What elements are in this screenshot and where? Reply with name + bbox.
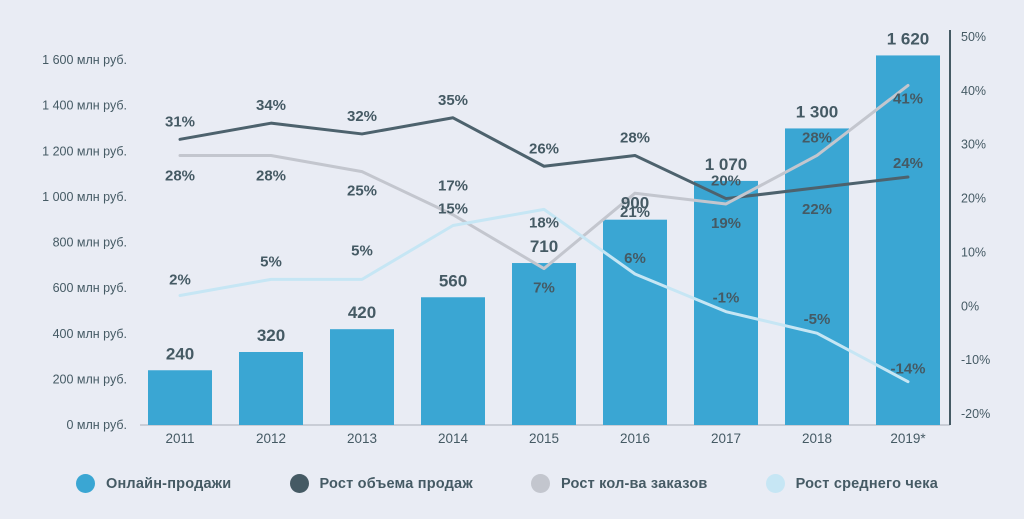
- left-axis-tick: 1 200 млн руб.: [42, 144, 127, 158]
- left-axis-tick: 600 млн руб.: [53, 281, 127, 295]
- x-axis-label: 2017: [711, 431, 741, 446]
- point-label: 24%: [893, 155, 923, 172]
- point-label: 20%: [711, 173, 741, 190]
- legend-dot-online-sales: [76, 474, 95, 493]
- bar-label: 1 300: [796, 102, 839, 121]
- legend-label-avg-check-growth: Рост среднего чека: [795, 475, 938, 492]
- bar-label: 1 070: [705, 155, 748, 174]
- point-label: 35%: [438, 92, 468, 109]
- legend-dot-orders-growth: [530, 474, 550, 493]
- point-label: 6%: [624, 250, 646, 267]
- line-series-1: [178, 83, 910, 271]
- bar-2013: [330, 329, 394, 425]
- x-axis-label: 2015: [529, 431, 559, 446]
- point-label: 31%: [165, 113, 195, 130]
- legend-item-sales-growth: Рост объема продаж: [289, 474, 473, 493]
- bar-label: 710: [530, 237, 558, 256]
- point-label: 34%: [256, 97, 286, 114]
- point-label: 28%: [165, 167, 195, 184]
- x-axis-label: 2011: [165, 431, 194, 446]
- bar-label: 240: [166, 344, 194, 363]
- x-axis-label: 2016: [620, 431, 650, 446]
- left-axis-tick: 200 млн руб.: [53, 372, 127, 386]
- bar-2011: [148, 370, 212, 425]
- point-label: 7%: [533, 280, 555, 297]
- point-label: -5%: [804, 311, 831, 328]
- chart-legend: Онлайн-продажи Рост объема продаж Рост к…: [0, 474, 1024, 493]
- x-axis-label: 2019*: [890, 431, 926, 446]
- point-label: 19%: [711, 215, 741, 232]
- legend-item-online-sales: Онлайн-продажи: [76, 474, 231, 493]
- bar-label: 1 620: [887, 29, 930, 48]
- point-label: 22%: [802, 201, 832, 218]
- right-axis-tick: 10%: [961, 245, 986, 259]
- x-axis-label: 2018: [802, 431, 832, 446]
- right-axis-tick: 50%: [961, 30, 986, 44]
- legend-item-avg-check-growth: Рост среднего чека: [765, 474, 938, 493]
- point-label: 21%: [620, 204, 650, 221]
- x-axis-label: 2013: [347, 431, 377, 446]
- legend-label-online-sales: Онлайн-продажи: [106, 475, 232, 492]
- legend-dot-sales-growth: [289, 474, 309, 493]
- point-label: 18%: [529, 214, 559, 231]
- right-axis-tick: 40%: [961, 84, 986, 98]
- line-series-2: [178, 207, 910, 384]
- point-label: 28%: [256, 167, 286, 184]
- bar-2014: [421, 297, 485, 425]
- left-axis-tick: 0 млн руб.: [66, 418, 127, 432]
- right-axis-tick: 20%: [961, 192, 986, 206]
- point-label: 28%: [802, 129, 832, 146]
- legend-item-orders-growth: Рост кол-ва заказов: [530, 474, 708, 493]
- point-label: 26%: [529, 140, 559, 157]
- point-label: 41%: [893, 90, 923, 107]
- point-label: 25%: [347, 183, 377, 200]
- point-label: 17%: [438, 178, 468, 195]
- point-label: -14%: [890, 361, 925, 378]
- bar-2012: [239, 352, 303, 425]
- line-series-0: [178, 116, 910, 201]
- left-axis-tick: 1 400 млн руб.: [42, 99, 127, 113]
- bar-2016: [603, 219, 667, 425]
- right-axis-tick: -10%: [961, 353, 990, 367]
- point-label: 32%: [347, 108, 377, 125]
- bar-label: 560: [439, 271, 467, 290]
- right-axis-tick: 0%: [961, 299, 979, 313]
- left-axis-tick: 1 000 млн руб.: [42, 190, 127, 204]
- x-axis-label: 2014: [438, 431, 469, 446]
- point-label: 5%: [260, 253, 282, 270]
- right-axis-tick: -20%: [961, 407, 990, 421]
- x-axis-label: 2012: [256, 431, 286, 446]
- bar-2019*: [876, 55, 940, 425]
- bar-2018: [785, 128, 849, 425]
- point-label: 15%: [438, 201, 468, 218]
- left-axis-tick: 800 млн руб.: [53, 236, 127, 250]
- point-label: 2%: [169, 272, 191, 289]
- point-label: -1%: [713, 290, 740, 307]
- legend-label-sales-growth: Рост объема продаж: [319, 475, 473, 492]
- combo-chart: 0 млн руб. 200 млн руб. 400 млн руб. 600 мл…: [42, 29, 990, 446]
- left-axis-tick: 400 млн руб.: [53, 327, 127, 341]
- legend-dot-avg-check-growth: [765, 474, 785, 493]
- bar-label: 320: [257, 326, 285, 345]
- bar-label: 900: [621, 194, 649, 213]
- bar-2015: [512, 263, 576, 425]
- left-axis-tick: 1 600 млн руб.: [42, 53, 127, 67]
- point-label: 28%: [620, 129, 650, 146]
- point-label: 5%: [351, 242, 373, 259]
- bar-label: 420: [348, 303, 376, 322]
- right-axis-tick: 30%: [961, 138, 986, 152]
- legend-label-orders-growth: Рост кол-ва заказов: [560, 475, 708, 492]
